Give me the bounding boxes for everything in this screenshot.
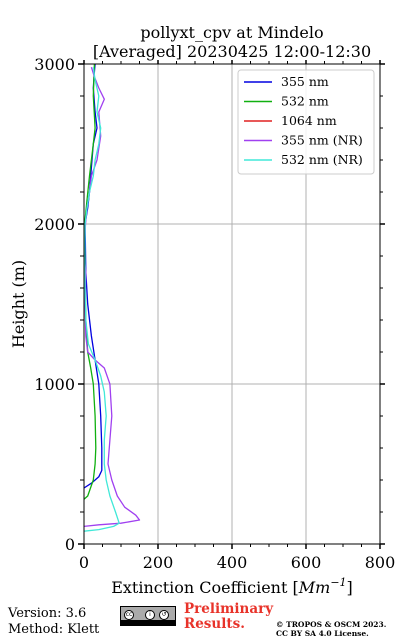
- copyright-line2: CC BY SA 4.0 License.: [276, 629, 369, 638]
- x-tick-label: 800: [365, 553, 396, 572]
- x-tick-label: 400: [217, 553, 248, 572]
- y-tick-label: 1000: [34, 375, 75, 394]
- legend: 355 nm 532 nm 1064 nm 355 nm (NR) 532 nm (NR…: [237, 69, 375, 175]
- legend-label-3: 355 nm (NR): [281, 133, 363, 148]
- series-line-0: [83, 63, 103, 489]
- x-axis-label-text: Extinction Coefficient [: [111, 578, 299, 597]
- x-axis-label: Extinction Coefficient [Mm−1]: [111, 576, 353, 597]
- legend-label-4: 532 nm (NR): [281, 152, 363, 167]
- preliminary-line1: Preliminary: [184, 601, 274, 617]
- preliminary-results-note: Preliminary Results.: [184, 602, 273, 632]
- legend-label-1: 532 nm: [281, 94, 329, 109]
- copyright-note: © TROPOS & OSCM 2023. CC BY SA 4.0 Licen…: [276, 620, 386, 638]
- extinction-profile-chart: 0 200 400 600 800 0 1000 2000 3000 pollyxt_cpv a…: [9, 23, 395, 597]
- x-axis-label-unit: Mm: [298, 578, 331, 597]
- y-tick-label: 2000: [34, 215, 75, 234]
- y-axis-label: Height (m): [9, 260, 28, 348]
- x-tick-label: 200: [143, 553, 174, 572]
- series-line-1: [83, 63, 97, 500]
- x-tick-label: 0: [79, 553, 89, 572]
- legend-box: [237, 69, 375, 175]
- cc-badge-bar: [121, 620, 175, 625]
- preliminary-line2: Results.: [184, 616, 245, 632]
- series-line-3: [83, 67, 141, 528]
- chart-title-line2: [Averaged] 20230425 12:00-12:30: [93, 42, 371, 61]
- copyright-line1: © TROPOS & OSCM 2023.: [276, 620, 387, 629]
- legend-label-0: 355 nm: [281, 74, 329, 89]
- series-line-4: [83, 67, 120, 532]
- y-tick-label: 0: [65, 535, 75, 554]
- chart-title-line1: pollyxt_cpv at Mindelo: [140, 23, 323, 42]
- method-text: Method: Klett: [8, 622, 100, 637]
- x-axis-label-end: ]: [347, 578, 353, 597]
- x-axis-label-exponent: −1: [330, 576, 346, 589]
- axis-ticks: [78, 60, 385, 549]
- x-tick-label: 600: [291, 553, 322, 572]
- axis-tick-labels: 0 200 400 600 800 0 1000 2000 3000: [34, 55, 395, 572]
- sa-icon: ↺: [159, 610, 169, 620]
- legend-label-2: 1064 nm: [281, 113, 337, 128]
- y-tick-label: 3000: [34, 55, 75, 74]
- cc-icon: cc: [124, 610, 134, 620]
- version-text: Version: 3.6: [8, 606, 87, 621]
- cc-license-badge: cc i ↺: [120, 606, 176, 626]
- by-icon: i: [145, 610, 155, 620]
- series-lines: [83, 63, 141, 532]
- footer-info: Version: 3.6 Method: Klett: [8, 606, 99, 638]
